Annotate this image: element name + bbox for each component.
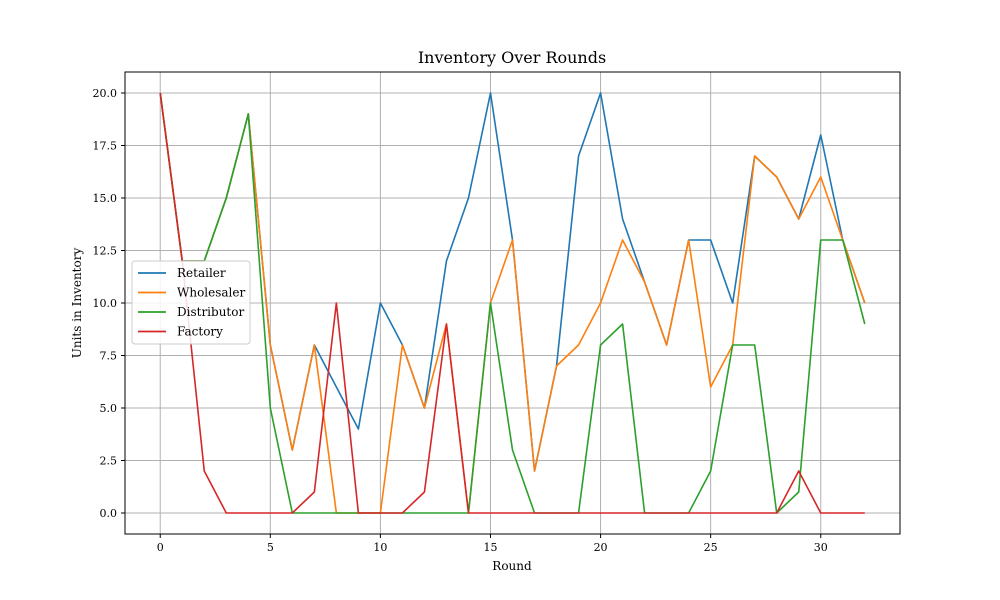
y-tick-label: 0.0 (100, 507, 118, 520)
y-tick-label: 15.0 (93, 192, 118, 205)
x-tick-label: 5 (267, 541, 274, 554)
series-line-factory (159, 92, 865, 514)
legend-box (131, 260, 251, 345)
legend-label-wholesaler: Wholesaler (177, 286, 245, 300)
legend-label-retailer: Retailer (177, 266, 226, 280)
y-tick-label: 17.5 (93, 140, 118, 153)
x-tick-label: 0 (157, 541, 164, 554)
axis-ticks: 0 5 10 15 20 25 30 0.0 2.5 5.0 7.5 10.0 12.5 15.0 17.5… (93, 87, 828, 554)
grid (125, 72, 900, 534)
y-tick-label: 20.0 (93, 87, 118, 100)
y-tick-label: 5.0 (100, 402, 118, 415)
x-tick-label: 15 (483, 541, 497, 554)
legend-label-distributor: Distributor (177, 305, 244, 319)
series-line-retailer (159, 92, 866, 472)
y-axis-label: Units in Inventory (70, 248, 84, 359)
y-tick-label: 12.5 (93, 245, 118, 258)
y-tick-label: 10.0 (93, 297, 118, 310)
legend: Retailer Wholesaler Distributor Factory (131, 260, 251, 345)
y-tick-label: 7.5 (100, 350, 118, 363)
series-lines (159, 92, 866, 514)
series-line-distributor (159, 92, 866, 514)
series-line-wholesaler (159, 92, 866, 514)
y-tick-label: 2.5 (100, 455, 118, 468)
x-tick-label: 10 (373, 541, 387, 554)
legend-label-factory: Factory (177, 325, 223, 339)
x-tick-label: 25 (704, 541, 718, 554)
chart-title: Inventory Over Rounds (418, 48, 606, 67)
x-tick-label: 20 (594, 541, 608, 554)
x-axis-label: Round (492, 559, 532, 573)
x-tick-label: 30 (814, 541, 828, 554)
